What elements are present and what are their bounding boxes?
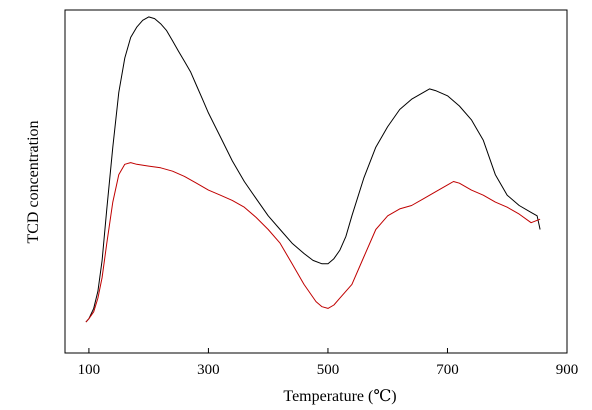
series-layer [85,16,541,323]
y-axis-title: TCD concentration [25,120,42,243]
x-tick-label-500: 500 [317,362,340,378]
x-tick-label-900: 900 [556,362,579,378]
x-tick-label-300: 300 [197,362,220,378]
x-axis-ticks [88,348,568,353]
series-line-1 [85,16,541,323]
x-tick-label-700: 700 [436,362,459,378]
x-axis-tick-labels: 100 300 500 700 900 [78,362,579,378]
x-tick-label-100: 100 [78,362,101,378]
series-line-2 [85,162,541,323]
x-axis-title: Temperature (℃) [283,388,396,405]
plot-frame [64,9,568,354]
